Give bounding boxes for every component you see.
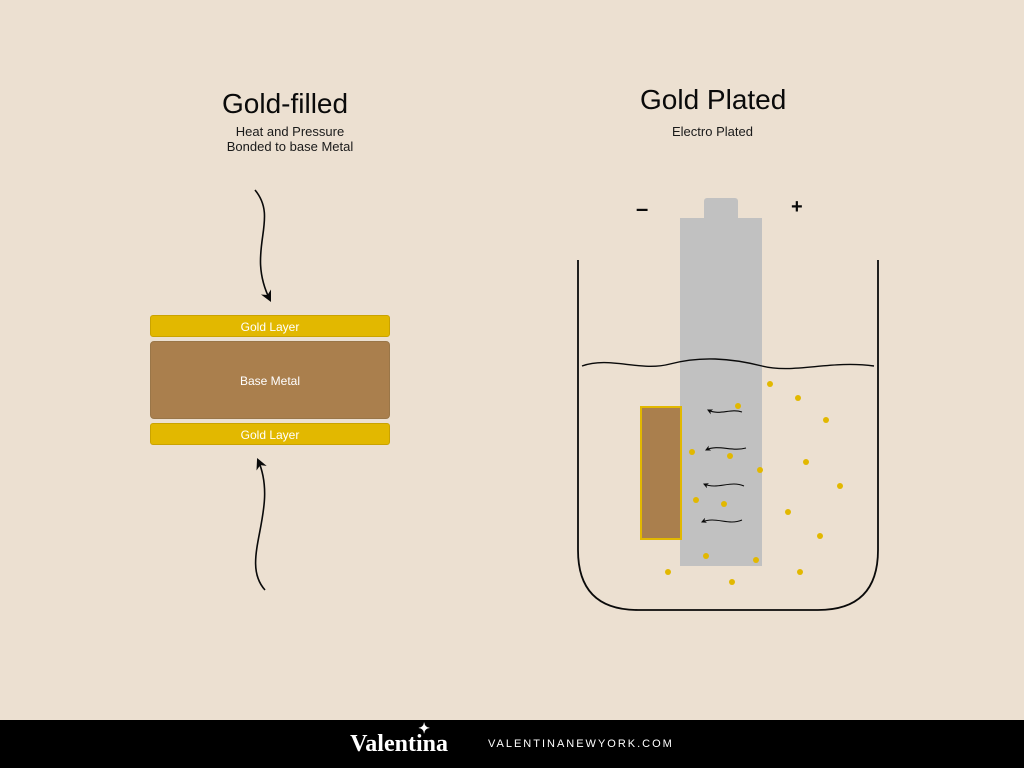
diagram-lines <box>0 0 1024 720</box>
brand-url: VALENTINANEWYORK.COM <box>488 738 674 750</box>
brand-text: Valentina <box>350 731 448 757</box>
sparkle-icon: ✦ <box>418 721 430 738</box>
cathode-piece <box>640 406 682 540</box>
brand-logo: ✦ Valentina <box>350 731 448 758</box>
infographic-canvas: Gold-filled Heat and Pressure Bonded to … <box>0 0 1024 768</box>
brand-footer: ✦ Valentina VALENTINANEWYORK.COM <box>0 720 1024 768</box>
